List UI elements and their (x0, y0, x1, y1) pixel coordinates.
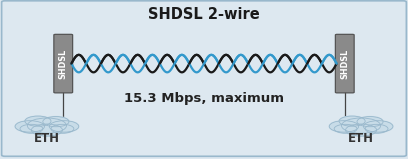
Circle shape (15, 121, 44, 132)
Circle shape (334, 124, 357, 133)
FancyBboxPatch shape (54, 34, 73, 93)
Text: ETH: ETH (34, 132, 60, 145)
FancyBboxPatch shape (2, 1, 406, 156)
Circle shape (357, 117, 383, 127)
Circle shape (43, 117, 69, 127)
FancyBboxPatch shape (335, 34, 354, 93)
Circle shape (25, 116, 51, 126)
Circle shape (341, 118, 381, 133)
Circle shape (20, 124, 43, 133)
Circle shape (364, 121, 393, 132)
Text: SHDSL: SHDSL (340, 48, 349, 79)
Circle shape (365, 124, 388, 133)
Circle shape (31, 124, 62, 136)
Circle shape (329, 121, 359, 132)
Circle shape (49, 121, 79, 132)
Circle shape (339, 116, 365, 126)
Text: SHDSL 2-wire: SHDSL 2-wire (148, 7, 260, 22)
Text: SHDSL: SHDSL (59, 48, 68, 79)
Text: 15.3 Mbps, maximum: 15.3 Mbps, maximum (124, 92, 284, 105)
Circle shape (346, 124, 377, 136)
Circle shape (27, 118, 67, 133)
Circle shape (51, 124, 74, 133)
Text: ETH: ETH (348, 132, 374, 145)
